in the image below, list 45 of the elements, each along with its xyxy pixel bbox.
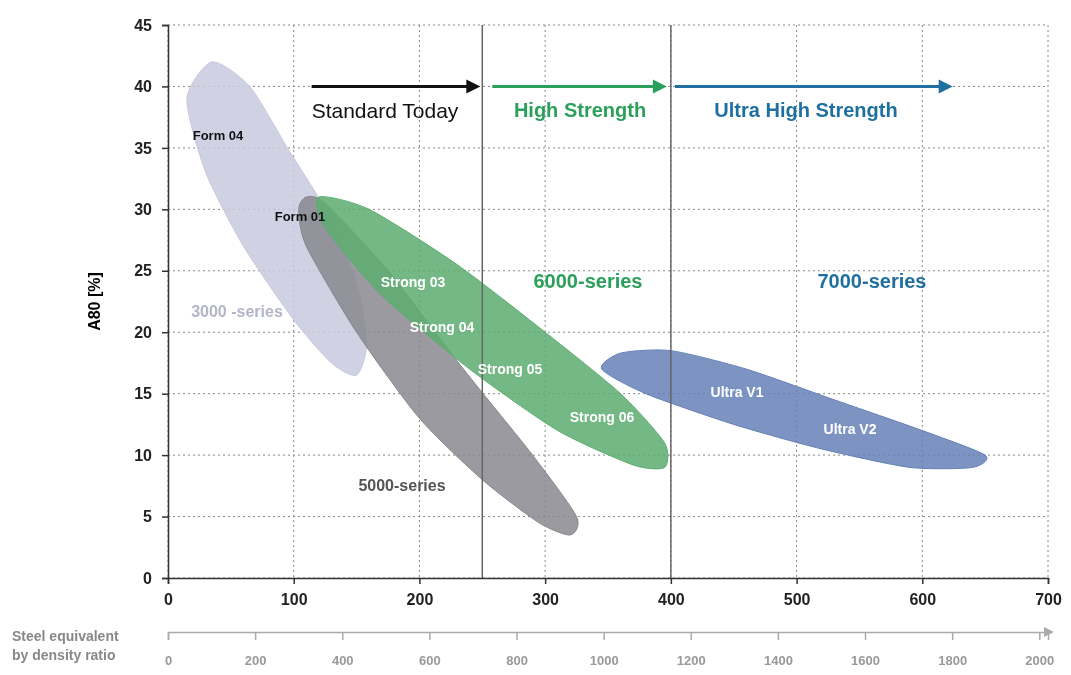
x-tick-label: 100 bbox=[280, 591, 308, 609]
x-tick-label: 400 bbox=[658, 591, 685, 609]
x2-tick-label: 600 bbox=[419, 653, 441, 669]
y-tick-label: 5 bbox=[143, 508, 153, 526]
annotation: 6000-series bbox=[533, 270, 643, 293]
x2-tick-label: 1200 bbox=[676, 653, 706, 669]
annotation: Ultra V1 bbox=[710, 383, 764, 400]
annotation: 5000-series bbox=[358, 477, 446, 495]
y-tick-label: 15 bbox=[134, 385, 153, 403]
x2-tick-label: 0 bbox=[164, 653, 173, 669]
x-tick-label: 200 bbox=[406, 591, 434, 609]
y-tick-label: 0 bbox=[143, 569, 153, 587]
y-axis-title: A80 [%] bbox=[86, 272, 103, 331]
x2-tick-label: 800 bbox=[506, 653, 528, 669]
annotation: 7000-series bbox=[817, 270, 927, 293]
y-tick-label: 30 bbox=[134, 200, 153, 218]
y-tick-label: 20 bbox=[134, 323, 153, 341]
x2-tick-label: 1600 bbox=[851, 653, 880, 669]
annotation: High Strength bbox=[513, 99, 647, 122]
x2-tick-label: 1000 bbox=[589, 653, 619, 669]
y-tick-label: 40 bbox=[134, 78, 153, 96]
x2-tick-label: 2000 bbox=[1025, 653, 1055, 669]
x2-tick-label: 1400 bbox=[763, 653, 793, 669]
x-tick-label: 500 bbox=[783, 591, 811, 609]
annotation: Strong 03 bbox=[380, 273, 446, 290]
x2-axis-title: Steel equivalent by density ratio bbox=[12, 628, 119, 663]
annotation: Strong 04 bbox=[409, 318, 475, 335]
x-tick-label: 300 bbox=[532, 591, 560, 609]
annotation: Standard Today bbox=[311, 98, 459, 122]
x2-tick-label: 400 bbox=[331, 653, 354, 669]
y-tick-label: 10 bbox=[134, 446, 153, 464]
annotation: Form 04 bbox=[192, 128, 245, 144]
x-tick-label: 700 bbox=[1035, 591, 1062, 609]
x-tick-label: 0 bbox=[164, 591, 174, 609]
x2-tick-label: 200 bbox=[244, 653, 267, 669]
annotation: Ultra V2 bbox=[823, 420, 877, 437]
annotation: Strong 06 bbox=[569, 408, 635, 425]
y-tick-label: 35 bbox=[134, 139, 153, 157]
x-tick-label: 600 bbox=[909, 591, 937, 609]
annotation: 3000 -series bbox=[191, 303, 283, 321]
x2-tick-label: 1800 bbox=[938, 653, 968, 669]
annotation: Form 01 bbox=[274, 209, 326, 225]
y-tick-label: 45 bbox=[134, 16, 153, 34]
annotation: Ultra High Strength bbox=[714, 99, 898, 122]
y-tick-label: 25 bbox=[134, 262, 153, 280]
